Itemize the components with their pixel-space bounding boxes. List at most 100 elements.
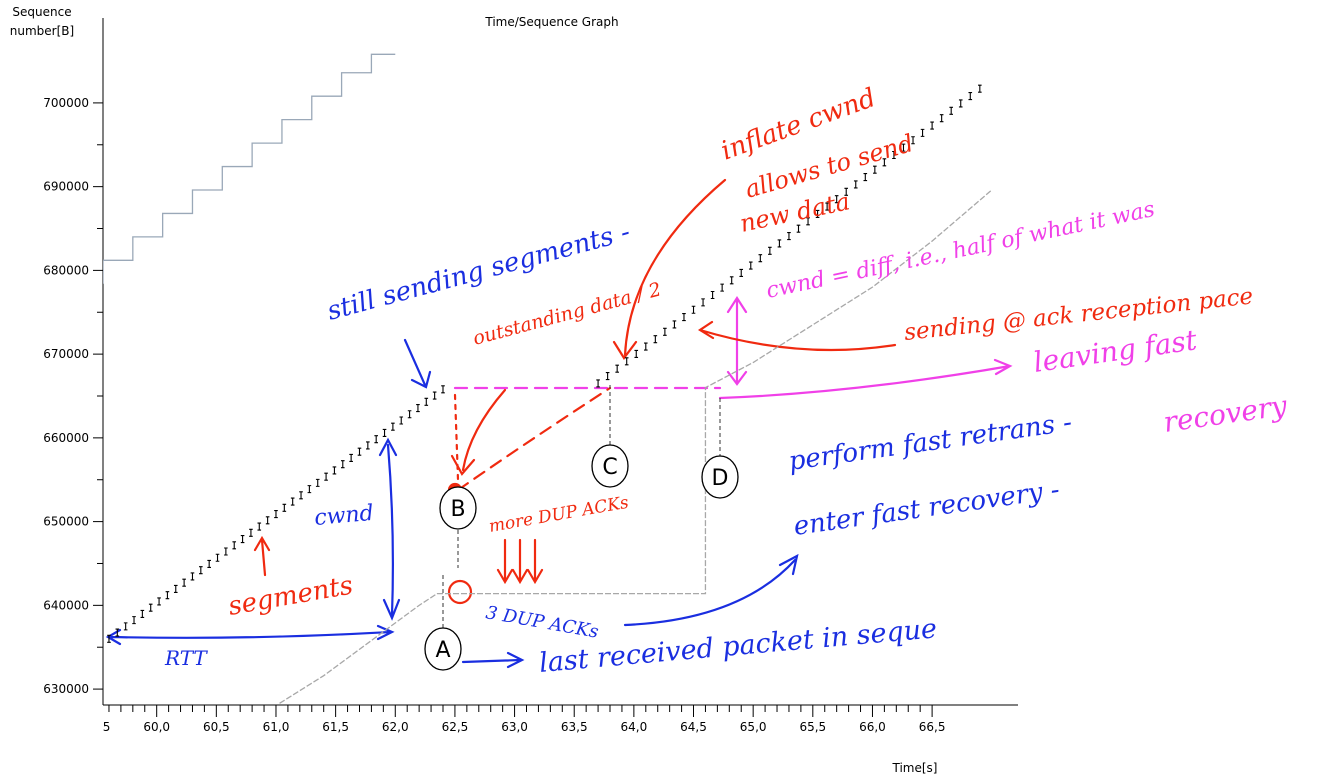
segment-mark <box>691 305 696 314</box>
segment-mark <box>710 290 715 300</box>
segment-mark <box>615 364 619 373</box>
marker-circle <box>439 486 477 530</box>
segment-mark <box>720 283 724 292</box>
segment-mark <box>299 491 303 500</box>
segment-mark <box>332 466 337 475</box>
arrow <box>378 437 401 621</box>
segment-mark <box>441 385 445 394</box>
segment-mark <box>290 497 295 506</box>
annotation: perform fast retrans - <box>787 407 1074 476</box>
marker-label: A <box>435 638 450 663</box>
x-tick-label: 62,0 <box>382 720 409 734</box>
arrow <box>718 358 1013 400</box>
x-tick-label: 60,0 <box>143 720 170 734</box>
arrow <box>403 338 432 389</box>
x-tick-label: 61,0 <box>263 720 290 734</box>
segment-mark <box>863 173 868 182</box>
segment-mark <box>758 254 763 263</box>
y-axis-label: number[B] <box>10 24 74 38</box>
x-tick-label: 66,0 <box>859 720 886 734</box>
dashed-line <box>456 386 612 492</box>
segment-mark <box>190 572 195 581</box>
y-tick-label: 670000 <box>43 347 89 361</box>
annotation: RTT <box>164 646 208 670</box>
segment-mark <box>806 217 810 226</box>
annotation: recovery <box>1161 389 1290 439</box>
segment-mark <box>173 584 178 593</box>
segment-mark <box>257 522 262 531</box>
arrow <box>726 295 748 386</box>
segment-mark <box>844 187 849 196</box>
x-tick-label: 65,5 <box>799 720 826 734</box>
y-tick-label: 650000 <box>43 515 89 529</box>
segment-mark <box>968 91 973 101</box>
annotation: more DUP ACKs <box>487 493 630 537</box>
marker-label: B <box>450 497 465 522</box>
y-tick-label: 680000 <box>43 263 89 277</box>
segment-mark <box>729 276 734 285</box>
segment-mark <box>274 510 278 519</box>
chart-title: Time/Sequence Graph <box>484 15 618 29</box>
x-tick-label: 60,5 <box>203 720 230 734</box>
arrow <box>612 178 727 360</box>
segment-mark <box>882 158 887 167</box>
segment-mark <box>357 447 362 456</box>
segment-mark <box>115 628 120 637</box>
segment-mark <box>701 298 705 307</box>
y-tick-label: 660000 <box>43 431 89 445</box>
segment-mark <box>634 349 639 359</box>
segment-mark <box>249 528 253 537</box>
segment-mark <box>949 106 953 115</box>
annotation: segments <box>226 570 355 621</box>
segment-mark <box>939 114 944 123</box>
segment-mark <box>815 209 820 218</box>
x-tick-label: 62,5 <box>442 720 469 734</box>
annotation: 3 DUP ACKs <box>484 602 600 642</box>
marker-guides <box>442 385 721 628</box>
x-tick-label: 66,5 <box>919 720 946 734</box>
segment-mark <box>307 485 312 494</box>
segment-mark <box>140 609 145 618</box>
segment-mark <box>391 422 395 431</box>
segment-mark <box>920 128 925 137</box>
segment-mark <box>901 143 906 152</box>
segment-mark <box>958 99 963 108</box>
x-tick-label: 65,0 <box>740 720 767 734</box>
segment-mark <box>739 268 744 277</box>
segment-mark <box>643 342 648 351</box>
x-tick-label: 64,0 <box>621 720 648 734</box>
window-line <box>103 53 396 284</box>
segment-mark <box>399 416 404 425</box>
ack-line <box>279 189 993 704</box>
segment-mark <box>624 357 629 366</box>
segment-mark <box>911 136 915 145</box>
segment-mark <box>596 379 600 388</box>
y-axis-label: Sequence <box>12 5 71 19</box>
segment-mark <box>107 634 111 643</box>
x-tick-label: 63,5 <box>561 720 588 734</box>
arrow <box>253 535 271 577</box>
segment-mark <box>653 335 658 344</box>
arrow <box>461 651 525 669</box>
segment-mark <box>224 547 228 556</box>
marker-circle <box>701 455 739 499</box>
marker-circle <box>591 444 629 488</box>
segment-mark <box>416 403 420 413</box>
marker-label: D <box>712 466 729 491</box>
annotation: cwnd <box>313 501 374 531</box>
segment-mark <box>182 578 186 587</box>
segment-mark <box>374 435 378 444</box>
segment-mark <box>853 180 858 189</box>
segment-mark <box>123 622 128 631</box>
segment-mark <box>207 559 211 569</box>
x-tick-label: 63,0 <box>501 720 528 734</box>
highlight-circle <box>447 579 473 605</box>
annotation: leaving fast <box>1031 323 1199 379</box>
segment-mark <box>432 391 437 400</box>
x-tick-label: 59,5 <box>84 720 111 734</box>
segment-mark <box>282 503 287 512</box>
segment-mark <box>157 597 161 606</box>
segment-mark <box>787 232 791 241</box>
segment-mark <box>132 616 136 625</box>
segment-mark <box>777 239 782 248</box>
